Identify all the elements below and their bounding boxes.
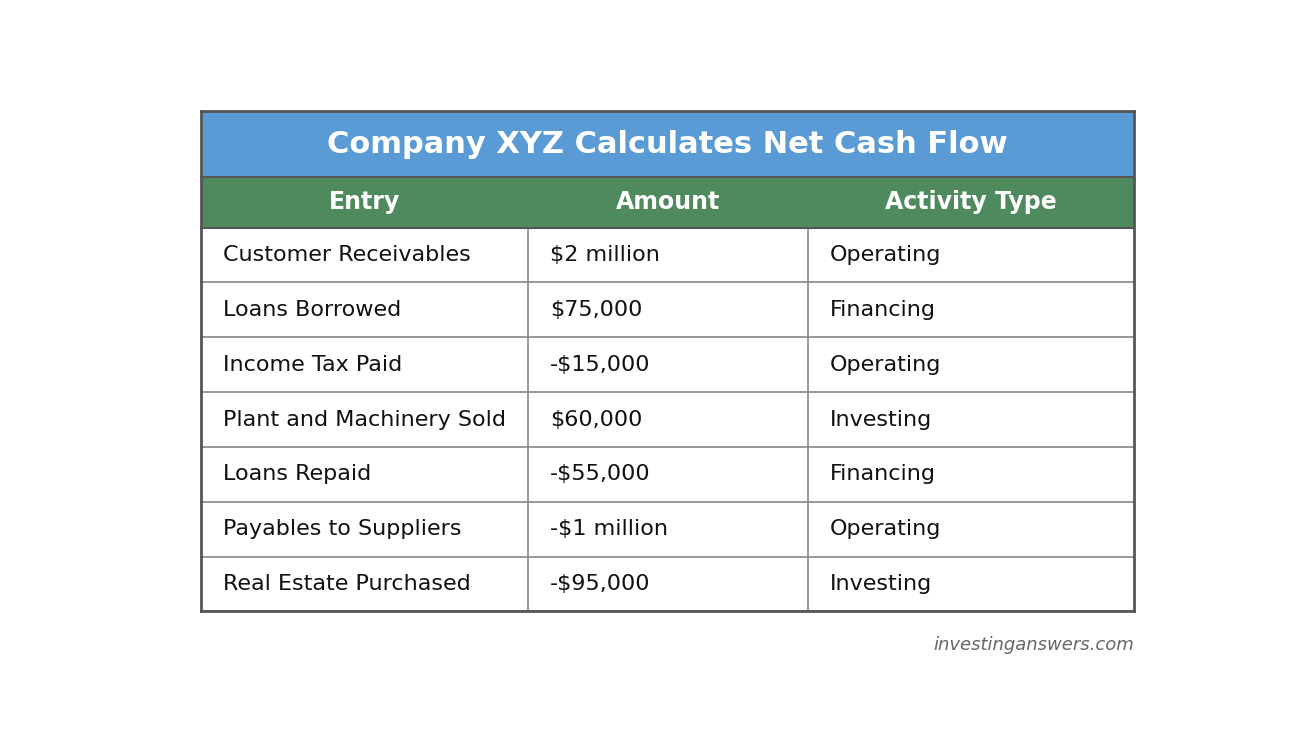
Text: $2 million: $2 million (550, 245, 659, 265)
Text: $75,000: $75,000 (550, 300, 642, 320)
Text: Operating: Operating (830, 355, 941, 375)
Text: $60,000: $60,000 (550, 410, 642, 430)
Text: Operating: Operating (830, 245, 941, 265)
Text: Operating: Operating (830, 519, 941, 539)
Text: -$55,000: -$55,000 (550, 464, 650, 484)
Bar (201, 177, 1135, 228)
Bar (201, 337, 1135, 392)
Text: Loans Borrowed: Loans Borrowed (224, 300, 401, 320)
Text: Amount: Amount (615, 191, 721, 215)
Text: Customer Receivables: Customer Receivables (224, 245, 472, 265)
Text: Investing: Investing (830, 574, 932, 594)
Text: Payables to Suppliers: Payables to Suppliers (224, 519, 463, 539)
Text: Company XYZ Calculates Net Cash Flow: Company XYZ Calculates Net Cash Flow (327, 130, 1009, 159)
Text: Activity Type: Activity Type (885, 191, 1057, 215)
Bar (201, 111, 1135, 177)
Text: -$1 million: -$1 million (550, 519, 668, 539)
Text: Income Tax Paid: Income Tax Paid (224, 355, 403, 375)
Bar (201, 502, 1135, 557)
Bar (201, 557, 1135, 612)
Bar (201, 282, 1135, 337)
Text: Plant and Machinery Sold: Plant and Machinery Sold (224, 410, 507, 430)
Text: Financing: Financing (830, 300, 936, 320)
Text: Real Estate Purchased: Real Estate Purchased (224, 574, 472, 594)
Text: investinganswers.com: investinganswers.com (933, 636, 1135, 654)
Text: Financing: Financing (830, 464, 936, 484)
Bar (201, 447, 1135, 502)
Text: Entry: Entry (328, 191, 400, 215)
Text: -$15,000: -$15,000 (550, 355, 650, 375)
Bar (201, 228, 1135, 282)
Text: Loans Repaid: Loans Repaid (224, 464, 371, 484)
Text: Investing: Investing (830, 410, 932, 430)
Bar (201, 392, 1135, 447)
Text: -$95,000: -$95,000 (550, 574, 650, 594)
